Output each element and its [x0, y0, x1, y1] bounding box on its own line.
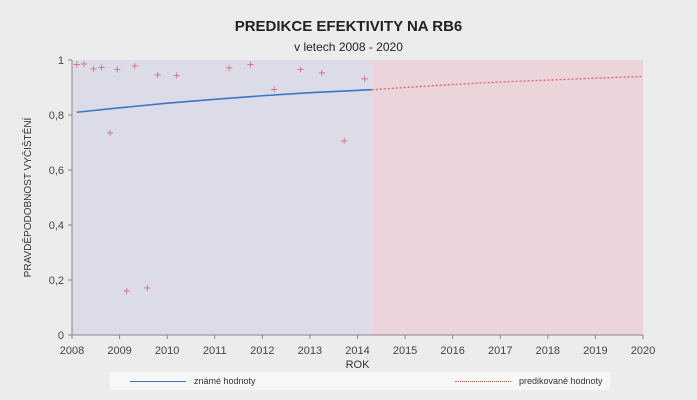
- y-tick-label: 0,4: [49, 220, 64, 232]
- x-tick-label: 2010: [155, 345, 179, 357]
- scatter-point: +: [318, 68, 326, 79]
- x-tick-label: 2013: [298, 345, 322, 357]
- chart-subtitle: v letech 2008 - 2020: [294, 40, 403, 54]
- legend-item-known: známé hodnoty: [130, 372, 256, 390]
- scatter-point: +: [143, 283, 151, 294]
- x-tick-label: 2009: [107, 345, 131, 357]
- scatter-point: +: [80, 59, 88, 70]
- legend-label-known: známé hodnoty: [194, 376, 256, 386]
- x-tick-label: 2012: [250, 345, 274, 357]
- scatter-point: +: [296, 65, 304, 76]
- x-tick-label: 2011: [203, 345, 227, 357]
- scatter-point: +: [106, 128, 114, 139]
- legend-label-predicted: predikované hodnoty: [519, 376, 603, 386]
- scatter-point: +: [340, 136, 348, 147]
- chart-legend: známé hodnoty predikované hodnoty: [110, 372, 610, 390]
- legend-swatch-predicted: [455, 380, 511, 382]
- legend-swatch-known: [130, 380, 186, 382]
- known-series-line: [76, 88, 372, 114]
- scatter-point: +: [172, 71, 180, 82]
- scatter-point: +: [113, 65, 121, 76]
- scatter-point: +: [131, 61, 139, 72]
- known-region: [72, 60, 372, 335]
- scatter-point: +: [123, 286, 131, 297]
- scatter-point: +: [360, 74, 368, 85]
- x-tick-label: 2019: [583, 345, 607, 357]
- y-tick-label: 0: [58, 330, 64, 342]
- chart-plot: 0 0,2 0,4 0,6 0,8 1 2008 2009 2010 2011 2012 2013 20…: [21, 55, 655, 371]
- y-tick-label: 0,2: [49, 275, 64, 287]
- scatter-point: +: [225, 63, 233, 74]
- y-axis-label: PRAVDĚPODOBNOST VYČIŠTĚNÍ: [21, 117, 34, 277]
- x-tick-label: 2016: [440, 345, 464, 357]
- x-tick-label: 2020: [631, 345, 655, 357]
- y-tick-label: 0,8: [49, 110, 64, 122]
- scatter-point: +: [89, 64, 97, 75]
- scatter-point: +: [246, 60, 254, 71]
- predicted-series-line: [371, 75, 644, 91]
- predicted-region: [371, 60, 643, 335]
- x-tick-label: 2014: [345, 345, 369, 357]
- x-axis-label: ROK: [346, 359, 371, 371]
- legend-item-predicted: predikované hodnoty: [455, 372, 603, 390]
- scatter-point: +: [270, 84, 278, 95]
- y-tick-label: 1: [58, 55, 64, 67]
- chart-title: PREDIKCE EFEKTIVITY NA RB6: [234, 18, 463, 35]
- scatter-point: +: [97, 62, 105, 73]
- x-tick-label: 2018: [536, 345, 560, 357]
- x-tick-label: 2015: [393, 345, 417, 357]
- x-tick-label: 2008: [60, 345, 84, 357]
- scatter-point: +: [153, 70, 161, 81]
- scatter-point: +: [73, 60, 81, 71]
- y-tick-label: 0,6: [49, 165, 64, 177]
- x-tick-label: 2017: [488, 345, 512, 357]
